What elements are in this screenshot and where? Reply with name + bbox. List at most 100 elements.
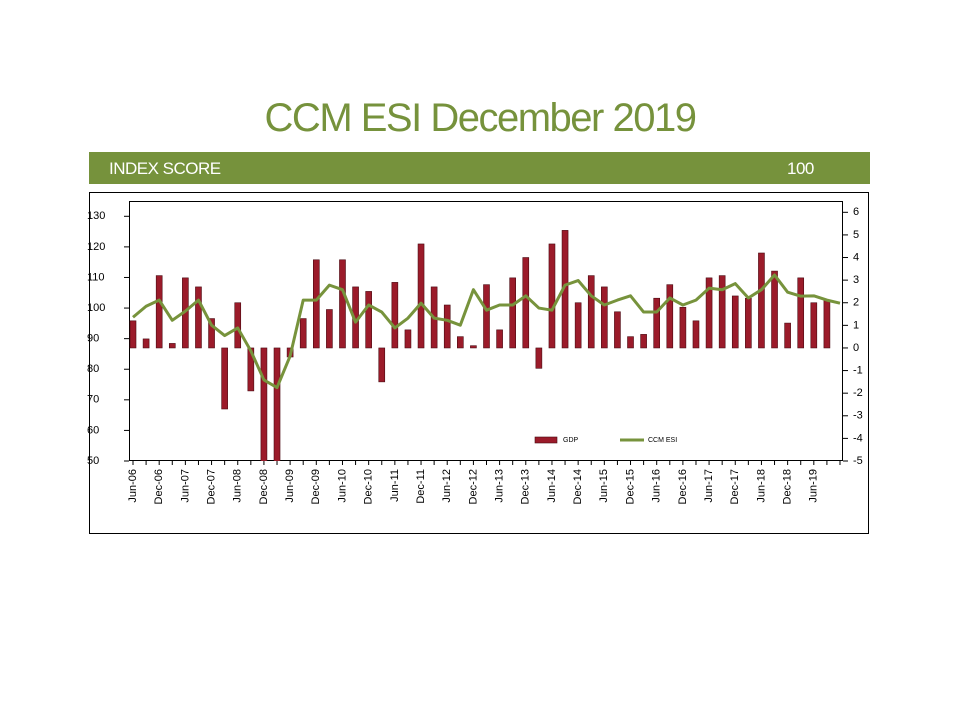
bar: [260, 347, 268, 461]
x-tick-label: Jun-11: [389, 469, 401, 502]
x-tick-label: Dec-14: [572, 469, 584, 504]
x-tick-label: Jun-16: [651, 469, 663, 503]
bar: [823, 300, 831, 349]
y2-tick-label: -4: [853, 432, 863, 444]
y2-tick-label: 6: [853, 206, 859, 218]
bar: [653, 297, 661, 349]
plot-frame: [129, 201, 843, 461]
x-tick-label: Dec-06: [153, 469, 165, 504]
bar: [705, 277, 713, 349]
y2-tick-label: 4: [853, 251, 859, 263]
x-tick-label: Jun-09: [284, 469, 296, 503]
line: [132, 273, 841, 390]
x-tick-label: Dec-18: [782, 469, 794, 504]
bar: [299, 318, 307, 349]
y-tick-label: 110: [87, 271, 105, 283]
bar: [718, 275, 726, 349]
bar: [142, 338, 150, 349]
bar: [535, 347, 543, 369]
bar: [810, 302, 818, 349]
bar: [574, 302, 582, 349]
bar: [195, 286, 202, 349]
x-tick-label: Dec-08: [258, 469, 270, 504]
y-tick-label: 50: [87, 455, 99, 467]
y-tick-label: 130: [87, 210, 105, 222]
bar: [692, 320, 700, 349]
bar: [155, 275, 163, 349]
bar: [391, 282, 399, 349]
x-tick-label: Jun-12: [441, 469, 453, 503]
bar: [614, 311, 621, 349]
bar: [378, 347, 386, 383]
bar: [601, 286, 608, 349]
bar: [496, 329, 503, 349]
x-tick-label: Dec-17: [729, 469, 741, 504]
x-tick-label: Jun-18: [755, 469, 767, 503]
header-value: 100: [787, 159, 814, 178]
y2-tick-label: -3: [853, 410, 863, 422]
bar: [404, 329, 412, 349]
y2-tick-label: -5: [853, 455, 863, 467]
x-tick-label: Jun-08: [232, 469, 244, 503]
bar: [221, 347, 228, 410]
x-tick-label: Jun-10: [336, 469, 348, 503]
x-tick-label: Dec-11: [415, 469, 427, 504]
legend-label: GDP: [563, 437, 579, 444]
bar: [679, 306, 687, 349]
y-tick-label: 100: [87, 302, 105, 314]
y2-tick-label: 5: [853, 229, 859, 241]
y2-tick-label: 0: [853, 342, 859, 354]
y-tick-label: 60: [87, 424, 99, 436]
x-tick-label: Jun-07: [179, 469, 191, 503]
legend-label: CCM ESI: [648, 437, 677, 444]
x-tick-label: Dec-09: [310, 469, 322, 504]
y2-tick-label: -2: [853, 387, 863, 399]
bar: [627, 336, 634, 349]
bar: [509, 277, 516, 349]
slide-title: CCM ESI December 2019: [264, 96, 697, 140]
bar: [443, 304, 451, 349]
y2-tick-label: 2: [853, 297, 859, 309]
legend-swatch: [534, 436, 558, 444]
bar: [745, 297, 752, 349]
bar: [522, 257, 530, 349]
x-tick-label: Dec-07: [205, 469, 217, 504]
bar: [797, 277, 805, 349]
x-tick-label: Dec-13: [520, 469, 532, 504]
bar: [273, 347, 281, 461]
bar: [339, 259, 346, 349]
header-label: INDEX SCORE: [109, 159, 221, 178]
plot-area: [129, 230, 841, 461]
y-tick-label: 80: [87, 363, 99, 375]
x-tick-label: Jun-19: [808, 469, 820, 503]
bar: [771, 270, 778, 349]
bar: [168, 343, 176, 349]
bar: [457, 336, 464, 349]
x-tick-label: Jun-14: [546, 469, 558, 503]
y-tick-label: 90: [87, 333, 99, 345]
x-tick-label: Jun-13: [493, 469, 505, 503]
bar: [640, 334, 647, 349]
bar: [234, 302, 242, 349]
y2-tick-label: -1: [853, 364, 863, 376]
bar: [758, 252, 765, 349]
x-tick-label: Dec-10: [363, 469, 375, 504]
bar: [208, 318, 215, 349]
bar: [326, 309, 333, 349]
x-tick-label: Jun-06: [127, 469, 139, 503]
bar: [666, 284, 674, 349]
bar: [312, 259, 320, 349]
x-tick-label: Dec-15: [624, 469, 636, 504]
y-tick-label: 120: [87, 241, 105, 253]
chart-frame: [89, 192, 869, 534]
bar: [731, 295, 739, 349]
bar: [483, 284, 490, 349]
bar: [365, 291, 372, 349]
x-tick-label: Jun-15: [598, 469, 610, 503]
bar: [587, 275, 595, 349]
x-tick-label: Jun-17: [703, 469, 715, 503]
x-tick-label: Dec-12: [467, 469, 479, 504]
bar: [129, 320, 137, 349]
